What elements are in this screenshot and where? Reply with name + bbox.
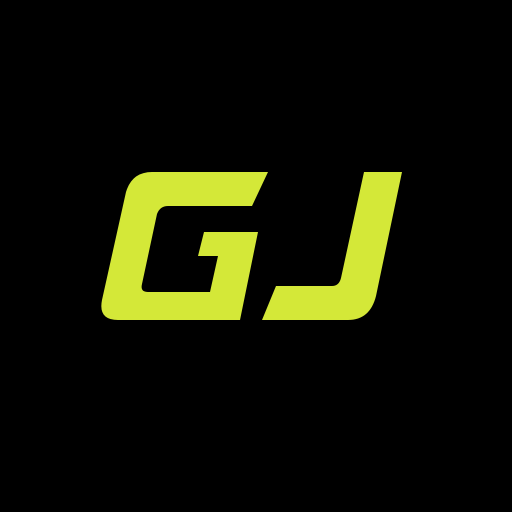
letter-j-shape [262, 172, 402, 320]
letter-g-shape [101, 172, 268, 320]
